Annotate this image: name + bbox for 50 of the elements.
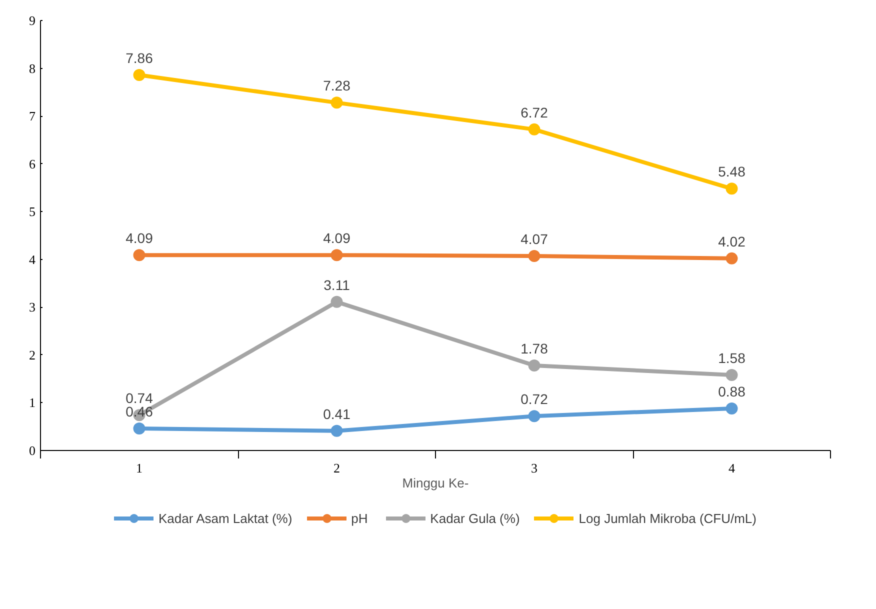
y-tick-label: 1 <box>29 395 36 410</box>
data-label: 0.41 <box>323 406 351 422</box>
data-label: 5.48 <box>718 164 746 180</box>
data-label: 0.72 <box>520 391 548 408</box>
point <box>528 410 540 422</box>
y-tick-label: 4 <box>29 252 36 267</box>
y-tick-label: 2 <box>29 347 36 362</box>
data-label: 3.11 <box>324 276 350 293</box>
point <box>133 422 146 435</box>
data-label: 0.46 <box>126 404 154 420</box>
x-tick-label: 1 <box>136 460 142 476</box>
data-label: 1.78 <box>520 340 548 356</box>
data-label: 0.74 <box>126 390 154 406</box>
data-label: 4.07 <box>520 231 548 248</box>
point <box>528 250 540 262</box>
point <box>726 369 738 381</box>
y-tick-label: 7 <box>29 108 36 124</box>
y-tick-label: 9 <box>29 13 36 28</box>
y-tick-label: 8 <box>29 60 36 76</box>
y-tick-label: 6 <box>29 156 36 172</box>
point <box>330 424 343 437</box>
legend-label: pH <box>351 510 369 526</box>
point <box>726 182 738 195</box>
point <box>528 123 540 136</box>
data-label: 4.02 <box>718 233 746 250</box>
x-tick-label: 4 <box>728 460 736 476</box>
point <box>133 68 146 81</box>
data-label: 7.86 <box>126 50 154 66</box>
x-tick-label: 3 <box>531 460 538 476</box>
y-tick-label: 0 <box>29 443 36 458</box>
point <box>330 249 343 262</box>
data-label: 7.28 <box>323 78 351 94</box>
data-label: 1.58 <box>718 350 746 366</box>
y-tick-label: 3 <box>29 300 36 315</box>
data-label: 4.09 <box>323 230 351 246</box>
data-label: 0.88 <box>718 383 746 400</box>
legend-label: Kadar Gula (%) <box>430 510 520 526</box>
y-tick-label: 5 <box>29 204 36 220</box>
point <box>726 252 738 264</box>
x-tick-label: 2 <box>334 460 340 476</box>
data-label: 4.09 <box>126 230 154 246</box>
data-label: 6.72 <box>520 104 548 120</box>
point <box>330 96 343 109</box>
point <box>528 359 540 372</box>
legend-label: Log Jumlah Mikroba (CFU/mL) <box>578 510 756 526</box>
x-axis-title: Minggu Ke- <box>402 476 469 490</box>
point <box>330 296 343 308</box>
point <box>726 402 738 414</box>
legend-label: Kadar Asam Laktat (%) <box>158 510 292 526</box>
point <box>133 249 146 262</box>
